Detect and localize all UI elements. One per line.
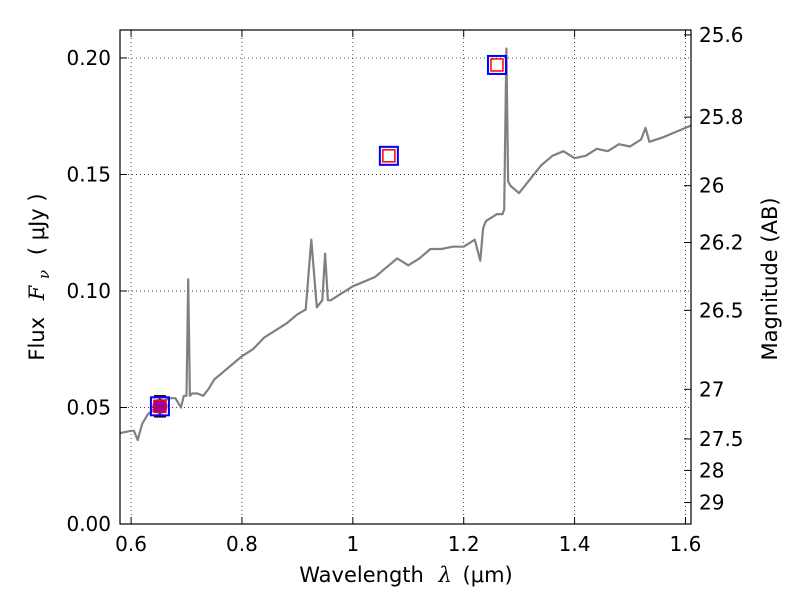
x-axis-label-unit: (μm) [463,563,513,587]
y-axis-label-unit: ( μJy ) [25,193,49,255]
y-axis-label-text: Flux [25,317,49,361]
model-square-outer [486,54,507,75]
y2-tick-label: 27.5 [699,427,744,451]
y2-tick-label: 25.6 [699,23,744,47]
model-square-outer [149,396,170,417]
y2-tick-label: 27 [699,377,724,401]
model-square-outer [378,145,399,166]
model-square-inner [153,399,167,414]
x-axis-label-symbol: λ [438,563,452,587]
plot-area [120,47,691,442]
y2-tick-label: 25.8 [699,105,744,129]
y-tick-label: 0.15 [66,162,111,186]
x-tick-label: 0.8 [226,532,258,556]
x-tick-label: 1 [346,532,359,556]
y2-tick-label: 26.2 [699,231,744,255]
y2-axis-label: Magnitude (AB) [758,197,782,360]
y-tick-label: 0.20 [66,46,111,70]
y2-tick-label: 29 [699,491,724,515]
y-axis-ticks: 0.00 0.05 0.10 0.15 0.20 [66,46,127,536]
y2-tick-label: 26.5 [699,298,744,322]
spectrum-line [120,47,691,442]
x-tick-label: 1.4 [559,532,591,556]
series-layer [120,47,691,442]
observed-point [152,398,168,414]
x-tick-label: 1.6 [670,532,702,556]
y-axis-label: Flux F ν ( μJy ) [25,193,54,360]
model-square-inner [382,149,396,163]
x-axis-ticks: 0.6 0.8 1 1.2 1.4 1.6 [115,30,701,556]
y2-tick-label: 26 [699,174,724,198]
x-axis-label-text: Wavelength [299,563,424,587]
y-tick-label: 0.05 [66,395,111,419]
y2-axis-ticks: 25.6 25.8 26 26.2 26.5 27 27.5 28 29 [684,23,744,515]
y-tick-label: 0.10 [66,279,111,303]
marker-layer [149,54,507,418]
y2-tick-label: 28 [699,458,724,482]
y-tick-label: 0.00 [66,512,111,536]
y-axis-label-symbol: F [25,284,49,301]
x-tick-label: 0.6 [115,532,147,556]
plot-frame [119,29,692,525]
x-axis-label: Wavelength λ (μm) [299,563,512,587]
y-axis-label-subscript: ν [35,270,53,279]
x-tick-label: 1.2 [448,532,480,556]
model-square-inner [490,58,504,72]
